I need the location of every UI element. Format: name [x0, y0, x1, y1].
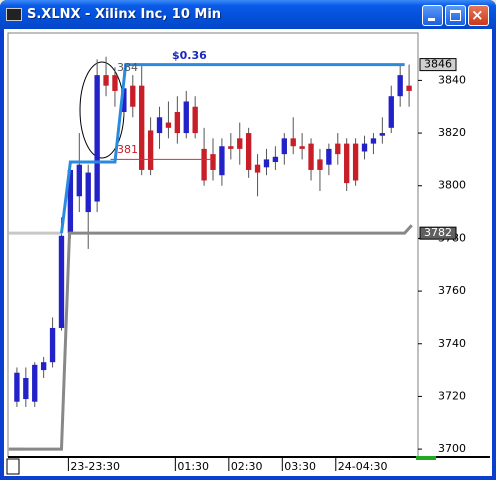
minimize-button[interactable]	[422, 5, 443, 26]
candle-body	[58, 235, 65, 328]
y-tick-label: 3700	[438, 442, 466, 455]
candle-body	[406, 85, 412, 91]
overlay-line	[59, 63, 405, 234]
y-tick-label: 3720	[438, 389, 466, 402]
x-tick-label: 23-23:30	[70, 460, 120, 473]
candle-body	[228, 146, 234, 149]
candle-body	[290, 138, 296, 147]
candle-body	[326, 148, 332, 165]
candle-body	[237, 138, 243, 149]
candle-body	[192, 106, 198, 134]
maximize-button[interactable]	[445, 5, 466, 26]
candle-body	[94, 75, 100, 202]
y-tick-label: 3740	[438, 337, 466, 350]
x-tick-label: 02:30	[231, 460, 263, 473]
y-tick-label: 3760	[438, 284, 466, 297]
candle-body	[23, 377, 29, 400]
scroll-marker	[416, 456, 436, 460]
candle-body	[388, 96, 394, 128]
title-bar: S.XLNX - Xilinx Inc, 10 Min ×	[0, 0, 496, 29]
candle-body	[14, 372, 20, 402]
candle-body	[352, 143, 359, 181]
app-icon	[6, 8, 22, 21]
background	[4, 29, 492, 476]
candle-body	[281, 138, 287, 155]
window-title: S.XLNX - Xilinx Inc, 10 Min	[27, 7, 222, 22]
y-tick-label: 3820	[438, 126, 466, 139]
annotation: 381	[117, 143, 138, 156]
candle-body	[156, 117, 163, 134]
chart-window: 3700372037403760378038003820384023-23:30…	[4, 29, 492, 476]
candle-body	[32, 364, 38, 402]
candle-body	[130, 85, 136, 107]
scroll-box[interactable]	[6, 458, 20, 475]
candle-body	[183, 101, 189, 134]
candle-body	[139, 85, 145, 170]
candle-body	[85, 172, 91, 213]
x-tick-label: 01:30	[177, 460, 209, 473]
candle-body	[361, 143, 368, 152]
candle-body	[263, 159, 270, 168]
x-tick-label: 03:30	[284, 460, 316, 473]
x-tick-label: 24-04:30	[338, 460, 388, 473]
candle-body	[317, 159, 323, 170]
annotation: 384	[117, 61, 138, 74]
candle-body	[308, 143, 314, 170]
axis-marker	[419, 58, 457, 72]
candle-body	[299, 146, 305, 149]
candle-body	[49, 327, 56, 363]
candle-body	[397, 75, 403, 97]
candle-body	[103, 75, 109, 86]
candle-body	[254, 164, 261, 173]
y-tick-label: 3800	[438, 179, 466, 192]
axis-marker-label: 3846	[424, 58, 452, 71]
y-tick-label: 3840	[438, 73, 466, 86]
candle-body	[379, 133, 386, 136]
candle-body	[40, 362, 47, 371]
candle-body	[165, 122, 172, 128]
axis-marker-label: 3782	[424, 226, 452, 239]
candle-body	[335, 143, 341, 155]
candle-body	[174, 112, 181, 134]
candle-body	[219, 146, 225, 176]
annotation: $0.36	[172, 49, 207, 62]
close-button[interactable]: ×	[468, 5, 489, 26]
x-axis-band	[4, 457, 492, 476]
candle-body	[344, 143, 350, 184]
candle-body	[245, 133, 252, 170]
candle-body	[67, 169, 74, 234]
candle-body	[370, 138, 377, 144]
chart: 3700372037403760378038003820384023-23:30…	[4, 29, 492, 476]
candle-body	[272, 156, 279, 163]
candle-body	[121, 88, 127, 113]
axis-marker	[419, 226, 457, 240]
overlay-line	[8, 224, 413, 451]
candle-body	[112, 75, 118, 91]
candle-body	[210, 154, 216, 170]
candle-body	[201, 148, 207, 181]
candle-body	[147, 130, 154, 170]
candle-body	[76, 164, 82, 197]
